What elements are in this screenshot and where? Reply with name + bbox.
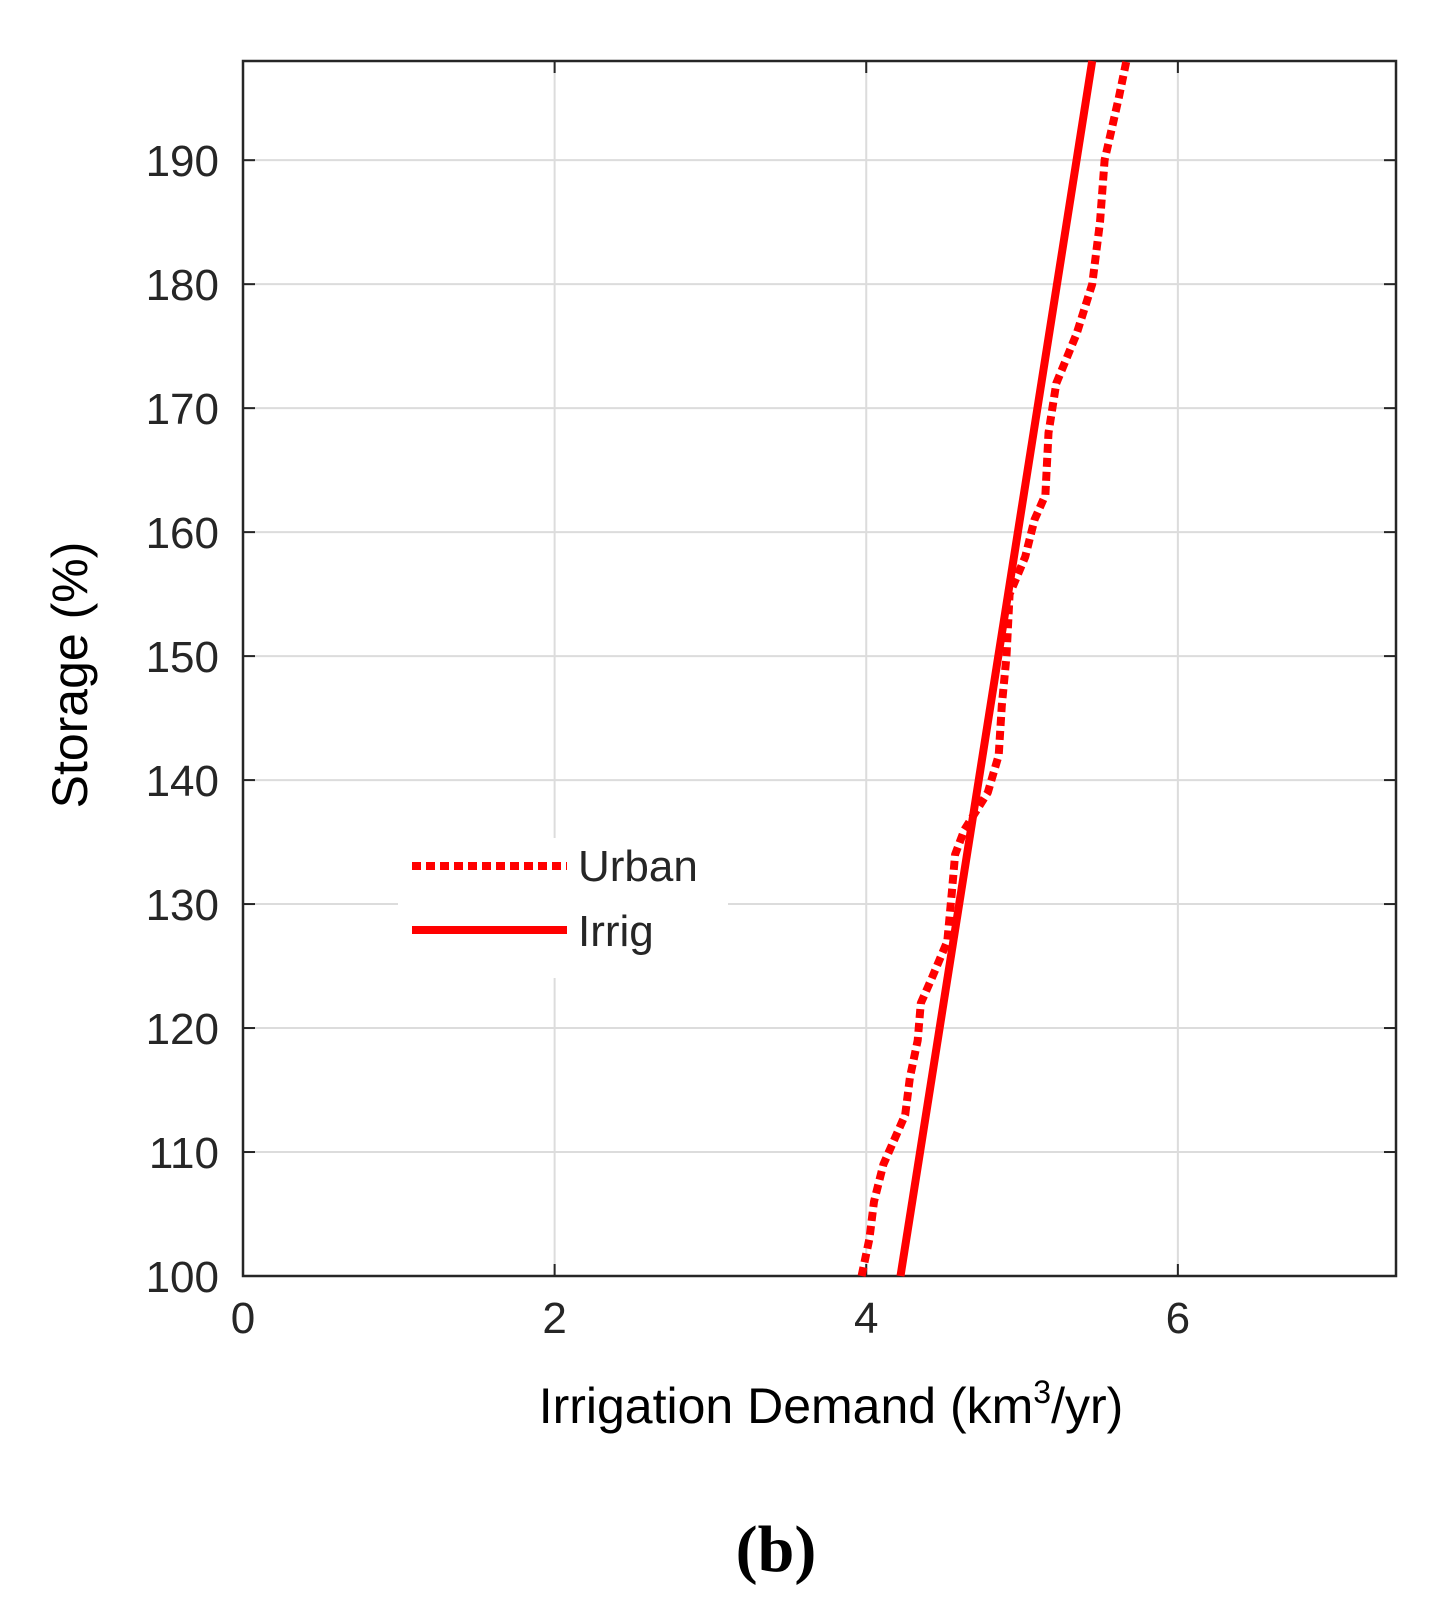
legend: Urban Irrig — [398, 838, 728, 978]
y-axis-title: Storage (%) — [42, 542, 98, 809]
x-tick-label: 6 — [1166, 1294, 1190, 1343]
x-axis-title-suffix: /yr) — [1051, 1378, 1123, 1434]
x-tick-label: 2 — [542, 1294, 566, 1343]
legend-urban-label: Urban — [578, 842, 698, 891]
x-axis-title-main: Irrigation Demand (km — [539, 1378, 1034, 1434]
y-tick-label: 100 — [146, 1253, 219, 1302]
y-tick-label: 130 — [146, 881, 219, 930]
series-line-urban — [857, 60, 1131, 1277]
y-tick-label: 110 — [149, 1129, 219, 1178]
legend-irrig-label: Irrig — [578, 907, 654, 956]
x-axis-title-superscript: 3 — [1033, 1374, 1051, 1410]
x-tick-label: 4 — [854, 1294, 878, 1343]
x-tick-label: 0 — [231, 1294, 255, 1343]
y-tick-label: 140 — [146, 757, 219, 806]
panel-label: (b) — [736, 1513, 817, 1586]
grid-lines — [243, 61, 1396, 1276]
series-line-irrig — [896, 60, 1097, 1277]
axis-ticks: 0 2 4 6 100 110 120 130 140 150 160 170 180 190 — [146, 61, 1396, 1343]
legend-box — [398, 838, 728, 978]
y-tick-label: 180 — [146, 261, 219, 310]
y-tick-label: 150 — [146, 633, 219, 682]
x-axis-title: Irrigation Demand (km3/yr) — [539, 1374, 1124, 1434]
y-tick-label: 160 — [146, 509, 219, 558]
y-tick-label: 170 — [146, 385, 219, 434]
y-tick-label: 120 — [146, 1005, 219, 1054]
y-tick-label: 190 — [146, 137, 219, 186]
plot-area — [241, 59, 1398, 1278]
data-series — [857, 60, 1131, 1277]
